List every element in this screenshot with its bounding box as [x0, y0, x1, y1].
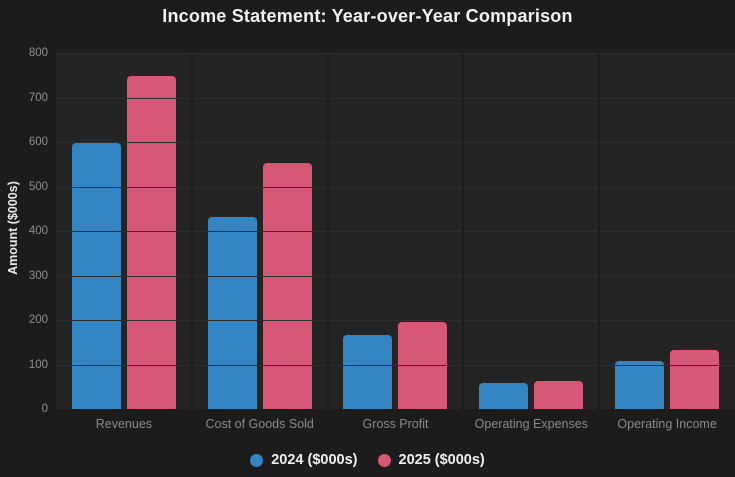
gridline-200	[56, 320, 735, 321]
gridline-700	[56, 97, 735, 99]
group-separator	[598, 53, 601, 409]
gridline-800	[56, 53, 735, 54]
legend: 2024 ($000s) 2025 ($000s)	[0, 448, 735, 472]
legend-label: 2025 ($000s)	[398, 452, 485, 468]
bar-2025-cost-of-goods-sold[interactable]	[262, 162, 312, 409]
gridline-100	[56, 364, 735, 366]
legend-dot-icon	[377, 453, 391, 467]
y-tick-200: 200	[28, 314, 48, 326]
chart-title: Income Statement: Year-over-Year Compari…	[162, 6, 573, 26]
legend-dot-icon	[250, 453, 264, 467]
y-tick-700: 700	[28, 91, 48, 104]
x-label-operating-expenses: Operating Expenses	[474, 417, 588, 431]
bar-group-operating-income	[599, 53, 735, 409]
gridline-600	[56, 142, 735, 143]
gridline-300	[56, 275, 735, 277]
y-tick-600: 600	[28, 136, 48, 148]
y-tick-100: 100	[28, 358, 48, 371]
y-tick-0: 0	[41, 403, 48, 415]
y-tick-400: 400	[28, 225, 48, 237]
bar-2024-gross-profit[interactable]	[343, 334, 393, 409]
gridline-400	[56, 231, 735, 232]
bar-group-cost-of-goods-sold	[192, 53, 328, 409]
y-tick-800: 800	[28, 47, 48, 59]
bar-2025-operating-expenses[interactable]	[534, 380, 584, 409]
x-label-cost-of-goods-sold: Cost of Goods Sold	[205, 417, 314, 431]
x-axis-labels: Revenues Cost of Goods Sold Gross Profit Op…	[56, 417, 735, 431]
bar-group-operating-expenses	[463, 53, 599, 409]
y-tick-500: 500	[28, 180, 48, 193]
group-separator	[462, 53, 465, 409]
x-label-gross-profit: Gross Profit	[362, 417, 429, 431]
gridline-500	[56, 186, 735, 188]
y-tick-300: 300	[28, 269, 48, 282]
x-label-operating-income: Operating Income	[617, 417, 717, 431]
group-separator	[326, 53, 329, 409]
legend-item-2024[interactable]: 2024 ($000s)	[250, 452, 358, 468]
legend-item-2025[interactable]: 2025 ($000s)	[377, 452, 485, 468]
bar-2024-operating-income[interactable]	[615, 360, 665, 409]
x-label-revenues: Revenues	[95, 417, 153, 431]
legend-label: 2024 ($000s)	[271, 452, 358, 468]
bar-2025-revenues[interactable]	[126, 75, 176, 409]
plot-area	[56, 53, 735, 409]
bar-2025-operating-income[interactable]	[670, 350, 720, 409]
group-separator	[190, 53, 193, 409]
bar-2024-operating-expenses[interactable]	[479, 383, 529, 409]
bar-2024-cost-of-goods-sold[interactable]	[207, 217, 257, 409]
